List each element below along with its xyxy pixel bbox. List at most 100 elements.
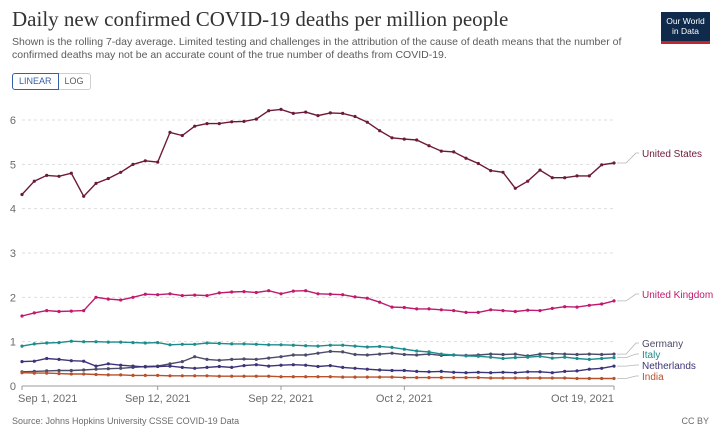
data-point[interactable] — [390, 375, 394, 379]
data-point[interactable] — [464, 376, 468, 380]
data-point[interactable] — [168, 292, 172, 296]
legend-label-germany[interactable]: Germany — [642, 339, 683, 350]
data-point[interactable] — [119, 298, 123, 302]
data-point[interactable] — [230, 357, 234, 361]
data-point[interactable] — [94, 295, 98, 299]
linear-toggle-button[interactable]: LINEAR — [12, 73, 59, 90]
data-point[interactable] — [415, 138, 419, 142]
data-point[interactable] — [341, 365, 345, 369]
data-point[interactable] — [328, 343, 332, 347]
data-point[interactable] — [476, 354, 480, 358]
data-point[interactable] — [328, 349, 332, 353]
data-point[interactable] — [279, 343, 283, 347]
data-point[interactable] — [143, 292, 147, 296]
data-point[interactable] — [180, 360, 184, 364]
data-point[interactable] — [57, 309, 61, 314]
data-point[interactable] — [476, 161, 480, 166]
data-point[interactable] — [476, 376, 480, 380]
data-point[interactable] — [217, 122, 221, 126]
data-point[interactable] — [291, 363, 295, 367]
data-point[interactable] — [217, 358, 221, 362]
data-point[interactable] — [20, 344, 24, 348]
data-point[interactable] — [193, 124, 197, 128]
data-point[interactable] — [464, 156, 468, 160]
data-point[interactable] — [131, 295, 135, 299]
data-point[interactable] — [341, 111, 345, 115]
data-point[interactable] — [452, 376, 456, 380]
data-point[interactable] — [353, 352, 357, 357]
data-point[interactable] — [341, 343, 345, 347]
data-point[interactable] — [45, 356, 49, 361]
data-point[interactable] — [20, 371, 24, 375]
data-point[interactable] — [378, 129, 382, 133]
data-point[interactable] — [242, 342, 246, 346]
data-point[interactable] — [353, 344, 357, 348]
data-point[interactable] — [205, 365, 209, 369]
data-point[interactable] — [378, 300, 382, 304]
data-point[interactable] — [563, 376, 567, 380]
data-point[interactable] — [242, 290, 246, 294]
data-point[interactable] — [180, 342, 184, 346]
data-point[interactable] — [180, 374, 184, 378]
data-point[interactable] — [513, 352, 517, 356]
data-point[interactable] — [538, 309, 542, 313]
data-point[interactable] — [452, 353, 456, 357]
data-point[interactable] — [94, 340, 98, 344]
data-point[interactable] — [563, 352, 567, 356]
data-point[interactable] — [131, 162, 135, 166]
data-point[interactable] — [267, 374, 271, 378]
data-point[interactable] — [353, 114, 357, 119]
data-point[interactable] — [328, 111, 332, 115]
data-point[interactable] — [365, 367, 369, 371]
data-point[interactable] — [328, 375, 332, 379]
data-point[interactable] — [254, 117, 258, 121]
legend-label-italy[interactable]: Italy — [642, 350, 660, 361]
data-point[interactable] — [156, 160, 160, 164]
data-point[interactable] — [353, 375, 357, 379]
data-point[interactable] — [205, 357, 209, 361]
data-point[interactable] — [205, 122, 209, 126]
data-point[interactable] — [45, 173, 49, 177]
data-point[interactable] — [168, 343, 172, 347]
data-point[interactable] — [193, 366, 197, 370]
data-point[interactable] — [427, 352, 431, 356]
data-point[interactable] — [612, 356, 616, 360]
data-point[interactable] — [291, 111, 295, 115]
data-point[interactable] — [193, 342, 197, 346]
data-point[interactable] — [464, 371, 468, 375]
data-point[interactable] — [452, 150, 456, 154]
data-point[interactable] — [57, 372, 61, 376]
data-point[interactable] — [489, 376, 493, 380]
data-point[interactable] — [106, 367, 110, 371]
data-point[interactable] — [575, 356, 579, 361]
data-point[interactable] — [587, 303, 591, 307]
data-point[interactable] — [600, 356, 604, 361]
data-point[interactable] — [69, 359, 73, 363]
data-point[interactable] — [390, 368, 394, 373]
data-point[interactable] — [316, 351, 320, 355]
data-point[interactable] — [69, 368, 73, 373]
data-point[interactable] — [513, 309, 517, 314]
data-point[interactable] — [526, 370, 530, 374]
data-point[interactable] — [538, 352, 542, 356]
license-label[interactable]: CC BY — [681, 416, 709, 426]
data-point[interactable] — [106, 362, 110, 366]
data-point[interactable] — [168, 364, 172, 368]
data-point[interactable] — [242, 374, 246, 378]
data-point[interactable] — [501, 170, 505, 174]
data-point[interactable] — [587, 357, 591, 361]
data-point[interactable] — [501, 370, 505, 374]
data-point[interactable] — [328, 364, 332, 368]
data-point[interactable] — [563, 305, 567, 309]
data-point[interactable] — [501, 309, 505, 313]
data-point[interactable] — [180, 133, 184, 138]
data-point[interactable] — [57, 368, 61, 373]
data-point[interactable] — [45, 371, 49, 375]
data-point[interactable] — [254, 357, 258, 361]
data-point[interactable] — [267, 289, 271, 293]
data-point[interactable] — [612, 376, 616, 381]
series-line-united-states[interactable] — [21, 108, 615, 198]
data-point[interactable] — [600, 302, 604, 306]
data-point[interactable] — [316, 114, 320, 118]
series-line-italy[interactable] — [21, 340, 615, 361]
